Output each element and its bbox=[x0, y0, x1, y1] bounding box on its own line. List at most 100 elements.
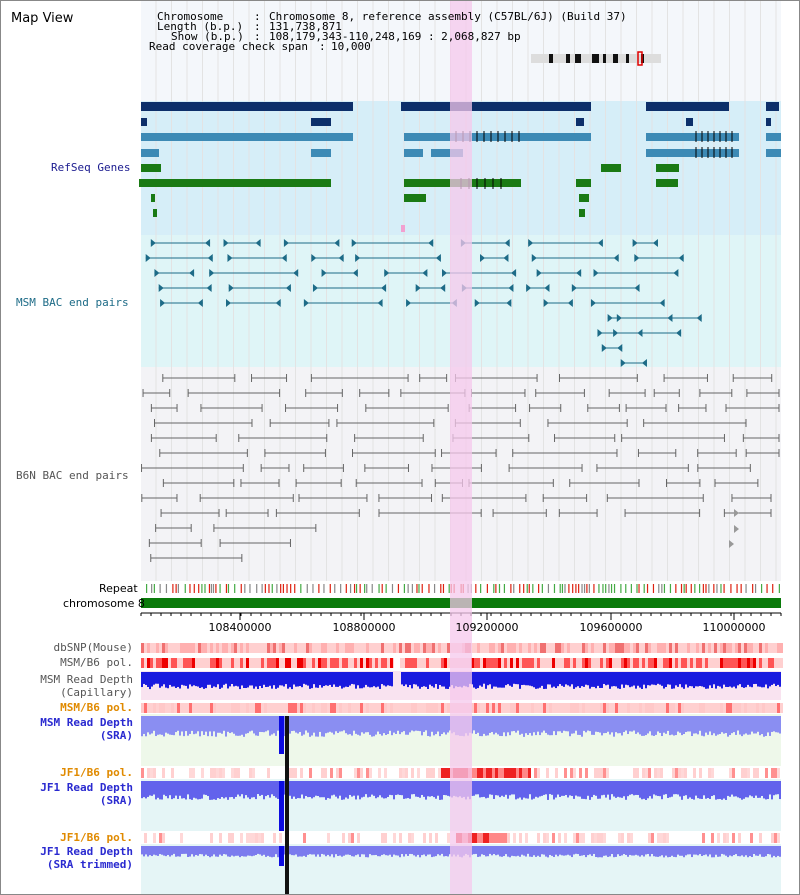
dbsnp-heatmap bbox=[735, 643, 738, 653]
msm-sra-depth-bar bbox=[153, 716, 155, 731]
msm-sra-depth-bar bbox=[315, 716, 317, 737]
track-label-b6n-bac-end-pairs[interactable]: B6N BAC end pairs bbox=[16, 469, 129, 482]
dbsnp-heatmap bbox=[483, 643, 486, 653]
msm-b6-pol-heatmap bbox=[636, 658, 639, 668]
msm-b6-pol-heatmap bbox=[762, 658, 765, 668]
msm-capillary-depth-bar bbox=[339, 672, 341, 686]
track-label-jf1-b6-pol[interactable]: JF1/B6 pol. bbox=[60, 766, 133, 779]
dbsnp-heatmap bbox=[150, 643, 153, 653]
track-label-jf1-b6-pol-2[interactable]: JF1/B6 pol. bbox=[60, 831, 133, 844]
dbsnp-heatmap bbox=[348, 643, 351, 653]
dbsnp-heatmap bbox=[750, 643, 753, 653]
msm-capillary-depth-bar bbox=[589, 672, 591, 689]
msm-capillary-depth-bar bbox=[237, 672, 239, 687]
track-label-repeat[interactable]: Repeat bbox=[99, 582, 138, 595]
jf1-sra-depth-bar bbox=[665, 781, 667, 795]
repeat-element bbox=[378, 584, 380, 593]
dbsnp-heatmap bbox=[144, 643, 147, 653]
msm-capillary-depth-bar bbox=[521, 672, 523, 686]
track-label-refseq-genes[interactable]: RefSeq Genes bbox=[51, 161, 131, 174]
msm-capillary-depth-bar bbox=[321, 672, 323, 688]
track-label-msm-bac-end-pairs[interactable]: MSM BAC end pairs bbox=[16, 296, 129, 309]
msm-b6-pol-2-heatmap bbox=[774, 703, 777, 713]
jf1-trim-depth-bar bbox=[771, 846, 773, 858]
msm-sra-depth-bar bbox=[417, 716, 419, 731]
jf1-b6-pol-heatmap bbox=[741, 768, 744, 778]
repeat-element bbox=[716, 584, 718, 593]
track-label-jf1-read-depth-sra-1[interactable]: JF1 Read Depth bbox=[40, 781, 133, 794]
msm-capillary-depth-bar bbox=[587, 672, 589, 686]
dbsnp-heatmap bbox=[234, 643, 237, 653]
jf1-trim-depth-bar bbox=[729, 846, 731, 856]
msm-sra-depth-bar bbox=[475, 716, 477, 734]
msm-capillary-depth-bar bbox=[531, 672, 533, 687]
msm-bac-end bbox=[334, 239, 340, 247]
jf1-b6-pol-heatmap bbox=[252, 768, 255, 778]
msm-capillary-depth-bar bbox=[671, 672, 673, 689]
jf1-trim-depth-bar bbox=[221, 846, 223, 856]
msm-capillary-depth-bar bbox=[177, 672, 179, 687]
msm-bac-end bbox=[281, 254, 287, 262]
msm-sra-depth-bar bbox=[767, 716, 769, 733]
msm-b6-pol-2-heatmap bbox=[294, 703, 297, 713]
msm-b6-pol-heatmap bbox=[198, 658, 201, 668]
msm-capillary-depth-bar bbox=[483, 672, 485, 684]
track-label-chromosome[interactable]: chromosome 8 bbox=[63, 597, 145, 610]
track-label-msm-read-depth-sra-1[interactable]: MSM Read Depth bbox=[40, 716, 133, 729]
ideogram-band bbox=[592, 54, 599, 63]
jf1-b6-pol-2-hot bbox=[483, 833, 486, 843]
dbsnp-heatmap bbox=[507, 643, 510, 653]
msm-sra-depth-bar bbox=[161, 716, 163, 735]
msm-sra-depth-bar bbox=[389, 716, 391, 731]
jf1-b6-pol-2-heatmap bbox=[507, 833, 510, 843]
jf1-sra-depth-bar bbox=[747, 781, 749, 798]
msm-b6-pol-2-heatmap bbox=[756, 703, 759, 713]
msm-b6-pol-heatmap bbox=[639, 658, 642, 668]
msm-b6-pol-heatmap bbox=[144, 658, 147, 668]
track-label-jf1-read-depth-trim-1[interactable]: JF1 Read Depth bbox=[40, 845, 133, 858]
jf1-b6-pol-hot bbox=[513, 768, 516, 778]
msm-b6-pol-2-heatmap bbox=[735, 703, 738, 713]
msm-b6-pol-2-heatmap bbox=[489, 703, 492, 713]
jf1-trim-depth-bar bbox=[715, 846, 717, 855]
msm-capillary-depth-bar bbox=[699, 672, 701, 686]
repeat-element bbox=[480, 584, 482, 593]
msm-sra-depth-bar bbox=[445, 716, 447, 735]
jf1-trim-depth-bar bbox=[147, 846, 149, 857]
msm-capillary-depth-bar bbox=[715, 672, 717, 689]
jf1-sra-depth-bar bbox=[203, 781, 205, 795]
msm-b6-pol-heatmap bbox=[414, 658, 417, 668]
msm-sra-depth-bar bbox=[267, 716, 269, 731]
msm-sra-depth-bar bbox=[671, 716, 673, 735]
dbsnp-heatmap bbox=[291, 643, 294, 653]
msm-b6-pol-2-heatmap bbox=[447, 703, 450, 713]
msm-b6-pol-heatmap bbox=[153, 658, 156, 668]
track-label-dbsnp[interactable]: dbSNP(Mouse) bbox=[53, 641, 133, 654]
msm-capillary-depth-bar bbox=[243, 672, 245, 688]
jf1-trim-depth-bar bbox=[171, 846, 173, 856]
jf1-trim-depth-bar bbox=[671, 846, 673, 856]
msm-bac-end bbox=[634, 284, 640, 292]
refseq-gene bbox=[766, 133, 781, 141]
jf1-sra-depth-bar bbox=[177, 781, 179, 799]
track-label-msm-read-depth-capillary-1[interactable]: MSM Read Depth bbox=[40, 673, 133, 686]
msm-capillary-depth-bar bbox=[193, 672, 195, 686]
msm-b6-pol-heatmap bbox=[297, 658, 300, 668]
msm-bac-end bbox=[676, 329, 682, 337]
msm-capillary-depth-bar bbox=[565, 672, 567, 685]
repeat-element bbox=[578, 584, 580, 593]
dbsnp-heatmap bbox=[267, 643, 270, 653]
msm-b6-pol-heatmap bbox=[510, 658, 513, 668]
msm-b6-pol-2-heatmap bbox=[378, 703, 381, 713]
msm-b6-pol-heatmap bbox=[447, 658, 450, 668]
track-label-msm-b6-pol-2[interactable]: MSM/B6 pol. bbox=[60, 701, 133, 714]
refseq-gene bbox=[601, 164, 621, 172]
jf1-sra-depth-bar bbox=[363, 781, 365, 797]
jf1-sra-depth-bar bbox=[557, 781, 559, 795]
jf1-trim-depth-bar bbox=[207, 846, 209, 856]
jf1-sra-depth-bar bbox=[217, 781, 219, 799]
track-label-msm-b6-pol[interactable]: MSM/B6 pol. bbox=[60, 656, 133, 669]
msm-sra-depth-bar bbox=[633, 716, 635, 731]
jf1-sra-depth-bar bbox=[313, 781, 315, 798]
msm-capillary-depth-bar bbox=[541, 672, 543, 686]
